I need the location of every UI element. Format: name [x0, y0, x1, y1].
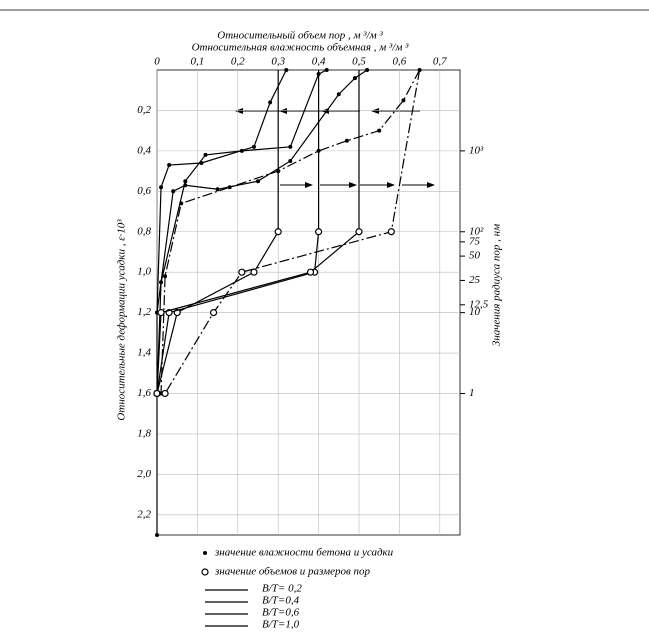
- y2-tick-label: 1: [469, 387, 475, 399]
- moisture-point: [316, 148, 321, 153]
- y-tick-label: 1,2: [137, 306, 151, 318]
- moisture-point: [167, 163, 172, 168]
- y2-tick-label: 25: [469, 274, 481, 286]
- y-tick-label: 1,8: [137, 427, 151, 439]
- moisture-point: [159, 185, 164, 190]
- moisture-point: [171, 189, 176, 194]
- chart-title: Относительный объем пор , м ³/м ³: [217, 30, 383, 42]
- pore-point: [209, 309, 218, 317]
- y2-tick-label: 10: [469, 306, 481, 318]
- x-tick-label: 0,1: [191, 56, 205, 68]
- moisture-point: [179, 201, 184, 206]
- moisture-point: [352, 76, 357, 81]
- moisture-point: [324, 68, 329, 72]
- moisture-point: [163, 274, 168, 279]
- y2-tick-label: 10²: [469, 225, 484, 237]
- pore-point: [238, 268, 246, 276]
- x-tick-label: 0,2: [231, 56, 245, 68]
- y2-tick-label: 10³: [469, 144, 484, 156]
- x-tick-label: 0,5: [352, 56, 366, 68]
- plot-frame: [156, 69, 461, 536]
- y-tick-label: 1,4: [137, 347, 151, 359]
- y-tick-label: 1,6: [137, 387, 151, 399]
- legend-label: B/T=0,4: [262, 595, 300, 607]
- pore-point: [306, 268, 315, 276]
- y-axis-label: Относительные деформации усадки , ε·10³: [116, 219, 128, 421]
- moisture-point: [268, 100, 273, 105]
- x-tick-label: 0,3: [271, 56, 285, 68]
- y2-axis-label: Значения радиуса пор , нм: [491, 224, 503, 346]
- moisture-point: [336, 92, 341, 97]
- moisture-point: [183, 183, 188, 188]
- x-tick-label: 0,7: [433, 56, 447, 68]
- moisture-point: [365, 68, 370, 72]
- moisture-point: [276, 169, 281, 174]
- pore-point: [157, 309, 165, 317]
- moisture-point: [401, 98, 406, 103]
- moisture-point: [239, 148, 244, 153]
- x-tick-label: 0,4: [312, 56, 326, 68]
- pore-point: [315, 228, 323, 236]
- moisture-point: [155, 533, 159, 537]
- moisture-point: [256, 179, 260, 184]
- curve: [156, 69, 287, 535]
- moisture-point: [288, 144, 293, 149]
- x-tick-label: 0,6: [393, 56, 407, 68]
- pore-point: [274, 228, 282, 236]
- y-tick-label: 0,2: [137, 104, 151, 116]
- y-tick-label: 0,8: [137, 225, 151, 237]
- moisture-point: [215, 187, 220, 192]
- moisture-point: [227, 185, 232, 190]
- pore-point: [355, 228, 363, 236]
- y-tick-label: 0,4: [137, 144, 151, 156]
- y2-tick-label: 50: [469, 250, 481, 262]
- moisture-point: [344, 138, 349, 143]
- moisture-point: [183, 179, 188, 184]
- curve: [156, 69, 327, 394]
- y2-tick-label: 75: [469, 235, 481, 247]
- chart-subtitle: Относительная влажность объемная , м ³/м…: [192, 42, 410, 54]
- y-tick-label: 0,6: [137, 185, 151, 197]
- legend-label: B/T=0,6: [262, 607, 300, 619]
- arrows: [235, 108, 435, 188]
- moisture-point: [251, 144, 256, 149]
- pore-point: [387, 228, 395, 236]
- moisture-point: [284, 68, 289, 72]
- moisture-point: [377, 128, 382, 133]
- legend-label: значение влажности бетона и усадки: [214, 547, 394, 559]
- y-tick-label: 2,0: [137, 468, 151, 480]
- legend-label: B/T=1,0: [262, 619, 300, 631]
- x-tick-label: 0: [154, 56, 160, 68]
- y2-tick-label: 12,5: [469, 298, 489, 310]
- legend-label: B/T= 0,2: [262, 583, 302, 595]
- legend-label: значение объемов и размеров пор: [214, 566, 370, 578]
- legend-dot: [203, 551, 207, 555]
- pore-point: [161, 389, 169, 398]
- legend-circle: [201, 568, 209, 576]
- moisture-point: [203, 152, 208, 157]
- moisture-point: [288, 158, 293, 163]
- y-tick-label: 2,2: [137, 508, 151, 520]
- y-tick-label: 1,0: [137, 266, 151, 278]
